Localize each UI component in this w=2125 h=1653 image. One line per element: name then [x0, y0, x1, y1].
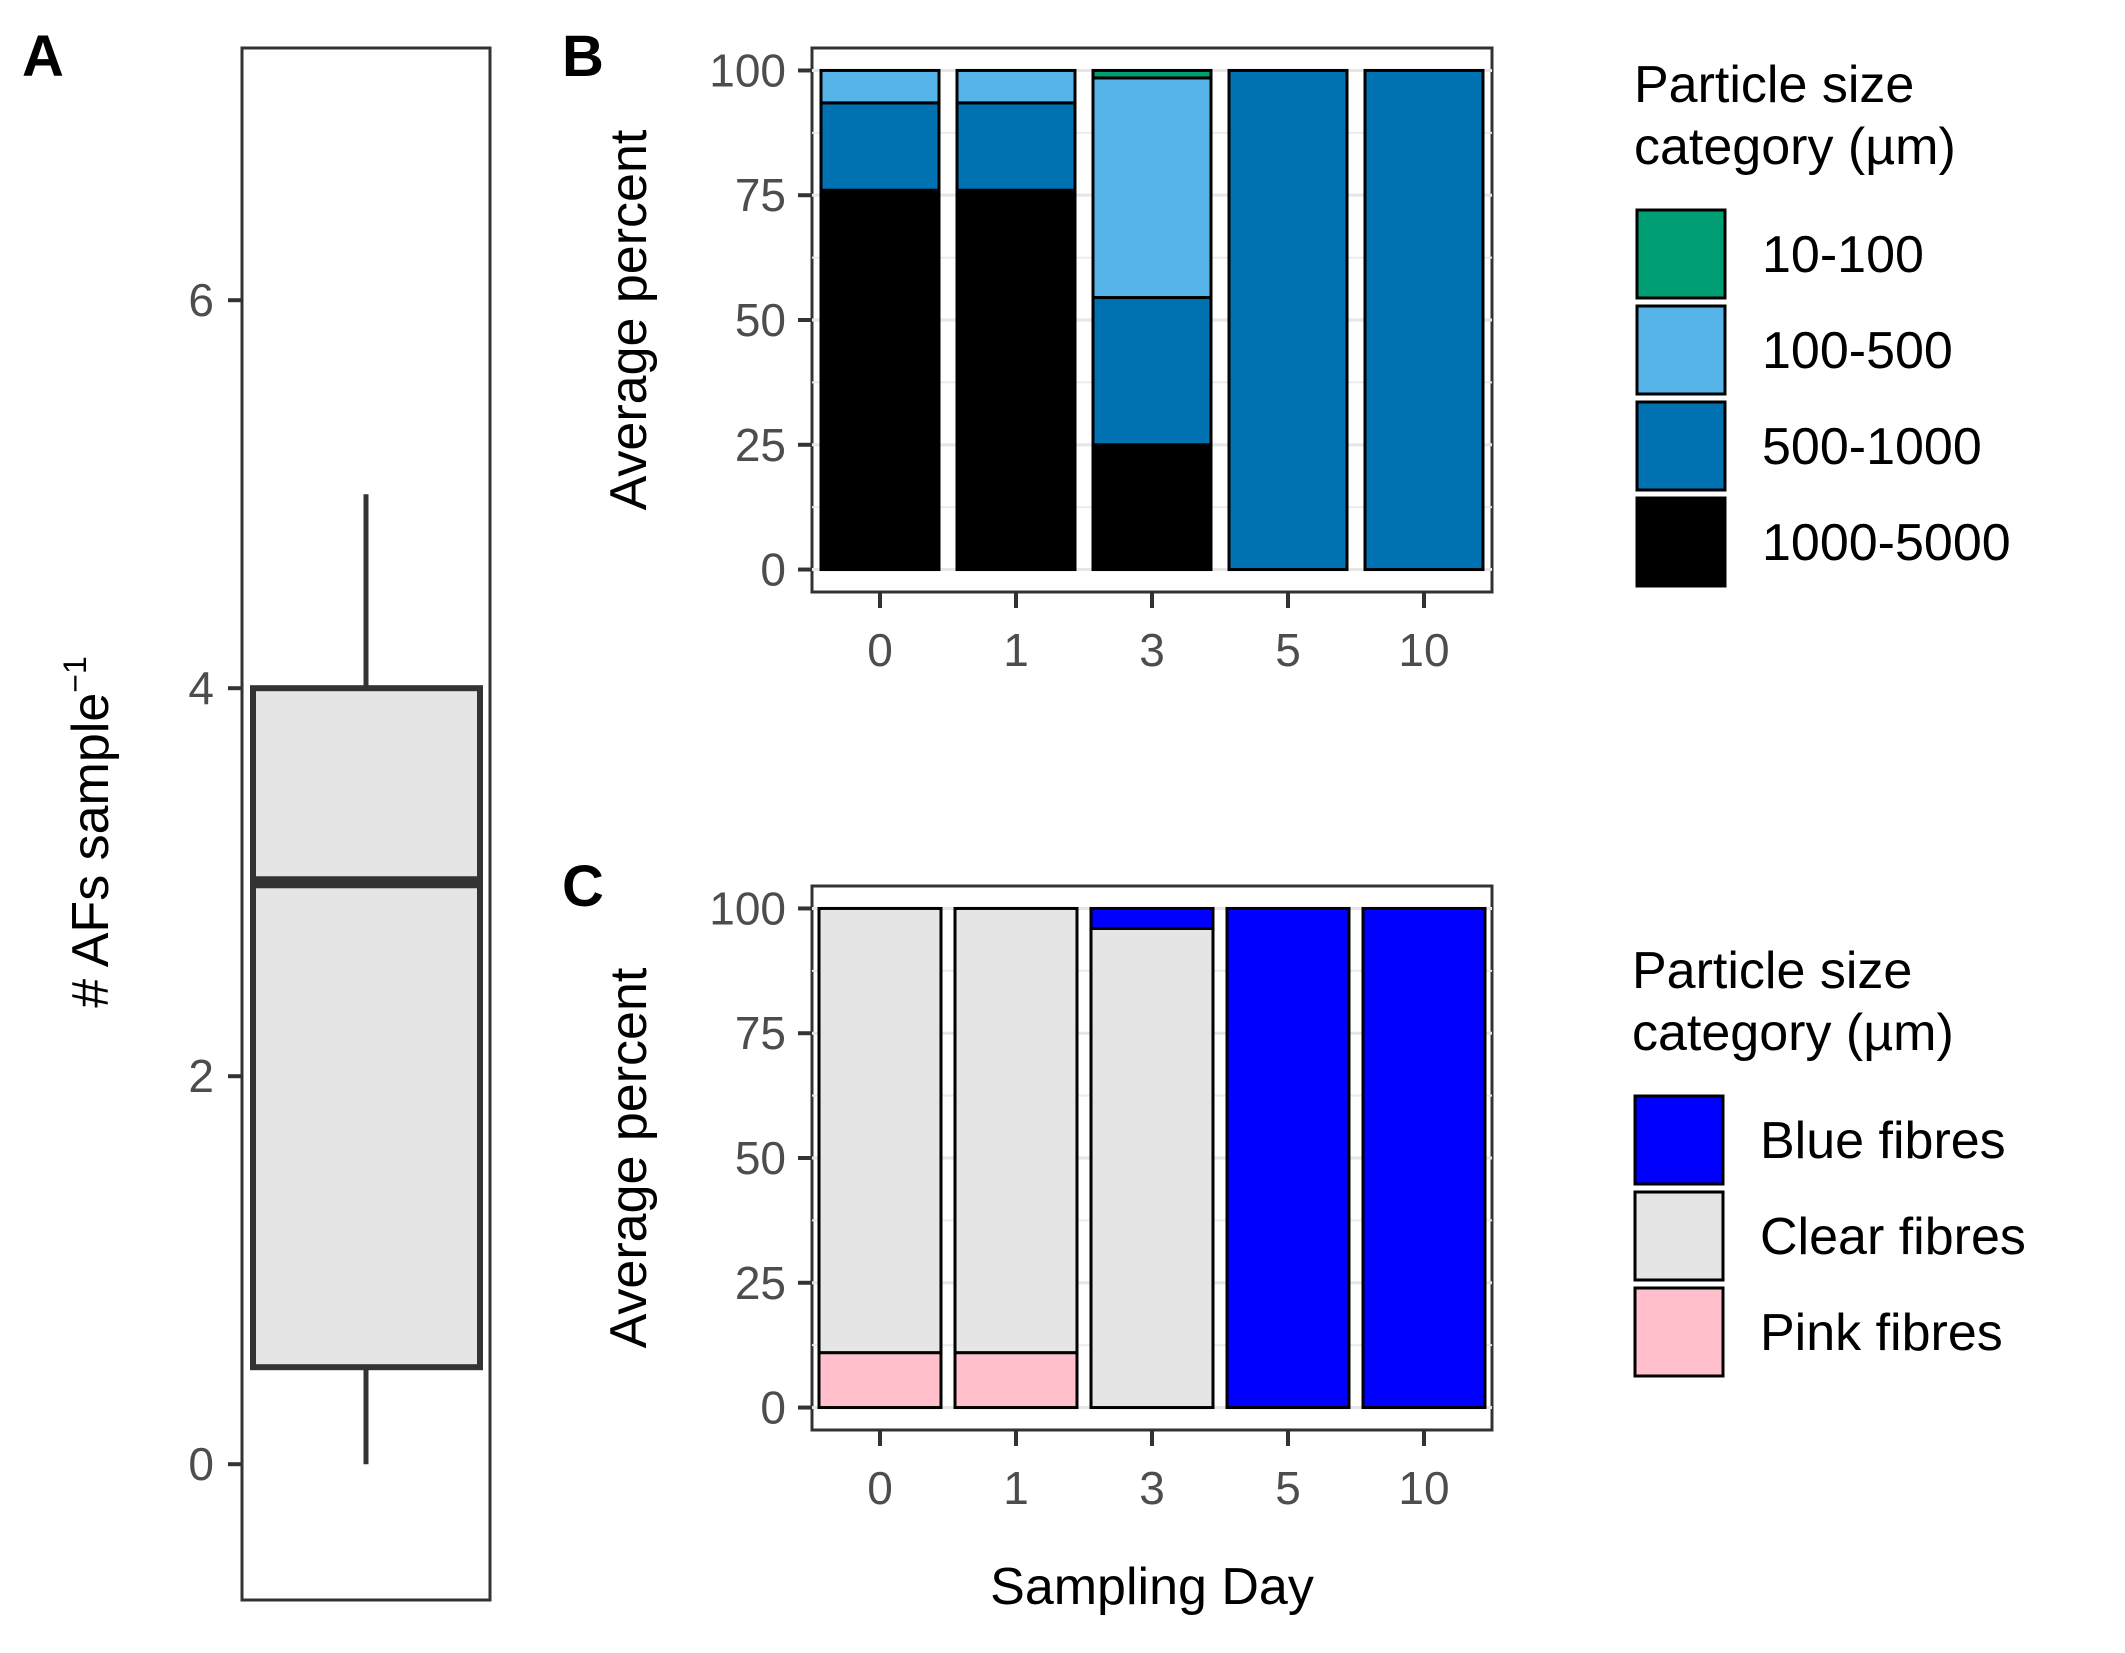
bar-segment	[1361, 906, 1487, 1410]
bar-segment	[1089, 926, 1215, 1410]
y-tick-label: 2	[188, 1050, 214, 1102]
panel-b: B 0 25 50 75 100 0 1 3 5 10 Average percent Particle…	[562, 24, 2011, 676]
bar-segment	[1089, 906, 1215, 930]
legend-key	[1635, 208, 1727, 300]
x-tick-label: 10	[1398, 624, 1449, 676]
legend-key	[1633, 1286, 1725, 1378]
x-tick-label: 1	[1003, 624, 1029, 676]
legend-label: Clear fibres	[1760, 1208, 2026, 1266]
legend-label: 100-500	[1762, 322, 1953, 380]
y-tick-label: 0	[188, 1438, 214, 1490]
bar-segment	[1091, 76, 1213, 300]
legend-key	[1633, 1190, 1725, 1282]
legend-label: Blue fibres	[1760, 1112, 2006, 1170]
legend-key	[1635, 304, 1727, 396]
legend-label: Pink fibres	[1760, 1304, 2003, 1362]
legend-title-line-2: category (µm)	[1632, 1004, 1954, 1062]
legend-title-line-1: Particle size	[1632, 942, 1912, 1000]
y-tick-label: 100	[709, 882, 786, 934]
legend-title-line-2: category (µm)	[1634, 118, 1956, 176]
bar-segment	[819, 188, 941, 572]
x-tick-label: 5	[1275, 624, 1301, 676]
bar-segment	[1091, 443, 1213, 572]
bar-segment	[955, 68, 1077, 105]
legend-key	[1635, 400, 1727, 492]
bar-segment	[817, 906, 943, 1355]
y-axis-title: # AFs sample−1	[57, 656, 120, 1008]
bar-segment	[817, 1351, 943, 1410]
y-tick-label: 50	[735, 294, 786, 346]
panel-a: A 0 2 4 6 # AFs sample−1	[22, 24, 492, 1602]
legend-key	[1633, 1094, 1725, 1186]
bar-segment	[955, 188, 1077, 572]
x-tick-label: 1	[1003, 1462, 1029, 1514]
x-tick-label: 10	[1398, 1462, 1449, 1514]
bar-segment	[1091, 296, 1213, 447]
x-tick-label: 3	[1139, 624, 1165, 676]
x-tick-label: 5	[1275, 1462, 1301, 1514]
y-tick-label: 4	[188, 662, 214, 714]
bar-segment	[819, 101, 941, 192]
bar-segment	[953, 906, 1079, 1355]
bar-segment	[1363, 68, 1485, 572]
x-tick-label: 0	[867, 624, 893, 676]
legend-label: 500-1000	[1762, 418, 1982, 476]
y-tick-label: 100	[709, 44, 786, 96]
y-tick-label: 25	[735, 1257, 786, 1309]
y-axis-title-text: # AFs sample	[62, 693, 120, 1008]
panel-label: B	[562, 24, 604, 89]
y-tick-label: 75	[735, 1007, 786, 1059]
y-tick-label: 0	[760, 1382, 786, 1434]
bar-segment	[1227, 68, 1349, 572]
y-tick-label: 0	[760, 544, 786, 596]
x-axis-title: Sampling Day	[990, 1558, 1314, 1616]
y-tick-label: 75	[735, 169, 786, 221]
y-tick-label: 50	[735, 1132, 786, 1184]
bar-segment	[819, 68, 941, 105]
y-axis-title: Average percent	[600, 129, 658, 510]
iqr-box	[250, 685, 483, 1371]
panel-label: C	[562, 854, 604, 919]
panel-a-label: A	[22, 24, 64, 89]
y-axis-title-superscript: −1	[57, 656, 93, 692]
panel-c: C 0 25 50 75 100 0 1 3 5 10 Average percent Sampling…	[562, 854, 2026, 1616]
legend-label: 1000-5000	[1762, 514, 2011, 572]
legend-label: 10-100	[1762, 226, 1924, 284]
bar-segment	[955, 101, 1077, 192]
legend-title-line-1: Particle size	[1634, 56, 1914, 114]
bar-segment	[1091, 68, 1213, 80]
bar-segment	[953, 1351, 1079, 1410]
y-tick-label: 6	[188, 274, 214, 326]
x-tick-label: 0	[867, 1462, 893, 1514]
bar-segment	[1225, 906, 1351, 1410]
x-tick-label: 3	[1139, 1462, 1165, 1514]
y-tick-label: 25	[735, 419, 786, 471]
legend-key	[1635, 496, 1727, 588]
y-axis-title: Average percent	[600, 967, 658, 1348]
